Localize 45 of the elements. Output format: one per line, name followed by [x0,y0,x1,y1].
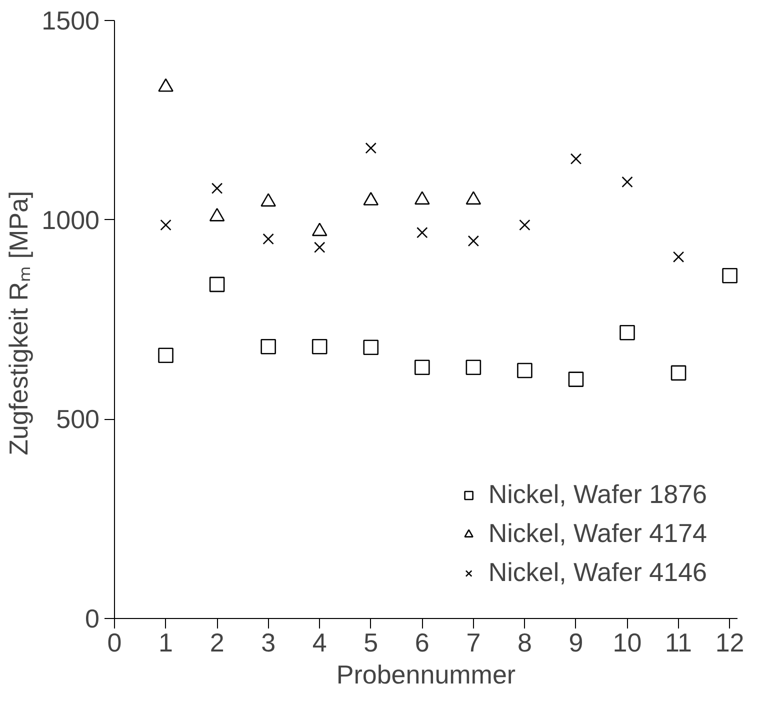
legend-label: Nickel, Wafer 4174 [488,518,707,549]
x-tick-label: 6 [414,628,430,658]
point [312,338,328,354]
point [670,365,686,381]
point [363,340,379,356]
legend-label: Nickel, Wafer 4146 [488,557,707,588]
point [416,226,428,238]
y-axis-title: Zugfestigkeit Rₘ [MPa] [4,190,34,456]
point [519,219,530,231]
point [414,360,430,375]
point [365,142,376,154]
x-tick-label: 3 [261,628,276,658]
point [466,360,482,375]
point [209,276,225,292]
point [160,219,172,231]
x-tick-label: 7 [466,628,481,658]
legend-label: Nickel, Wafer 1876 [488,479,707,510]
point [672,251,684,263]
point [260,338,276,354]
point [262,233,274,245]
point [211,182,223,194]
y-tick-label: 0 [85,604,100,634]
point [314,242,326,253]
y-tick-label: 1000 [42,204,100,235]
point [570,153,582,164]
x-tick-label: 5 [364,628,378,658]
x-tick-label: 9 [568,628,584,658]
x-tick-label: 0 [107,628,122,658]
point [517,362,532,378]
point [158,348,174,364]
x-tick-label: 2 [210,628,224,658]
x-tick-label: 12 [715,628,744,658]
point [568,372,584,387]
x-tick-label: 10 [612,628,642,658]
x-axis-title: Probennummer [336,660,516,690]
x-tick-label: 4 [312,628,327,658]
x-tick-label: 11 [665,628,692,658]
point [620,325,635,340]
point [622,176,633,188]
point [722,268,738,284]
x-tick-label: 8 [517,628,532,658]
y-tick-label: 1500 [42,6,100,36]
y-tick-label: 500 [56,404,100,434]
x-tick-label: 1 [158,628,174,658]
point [468,235,480,247]
